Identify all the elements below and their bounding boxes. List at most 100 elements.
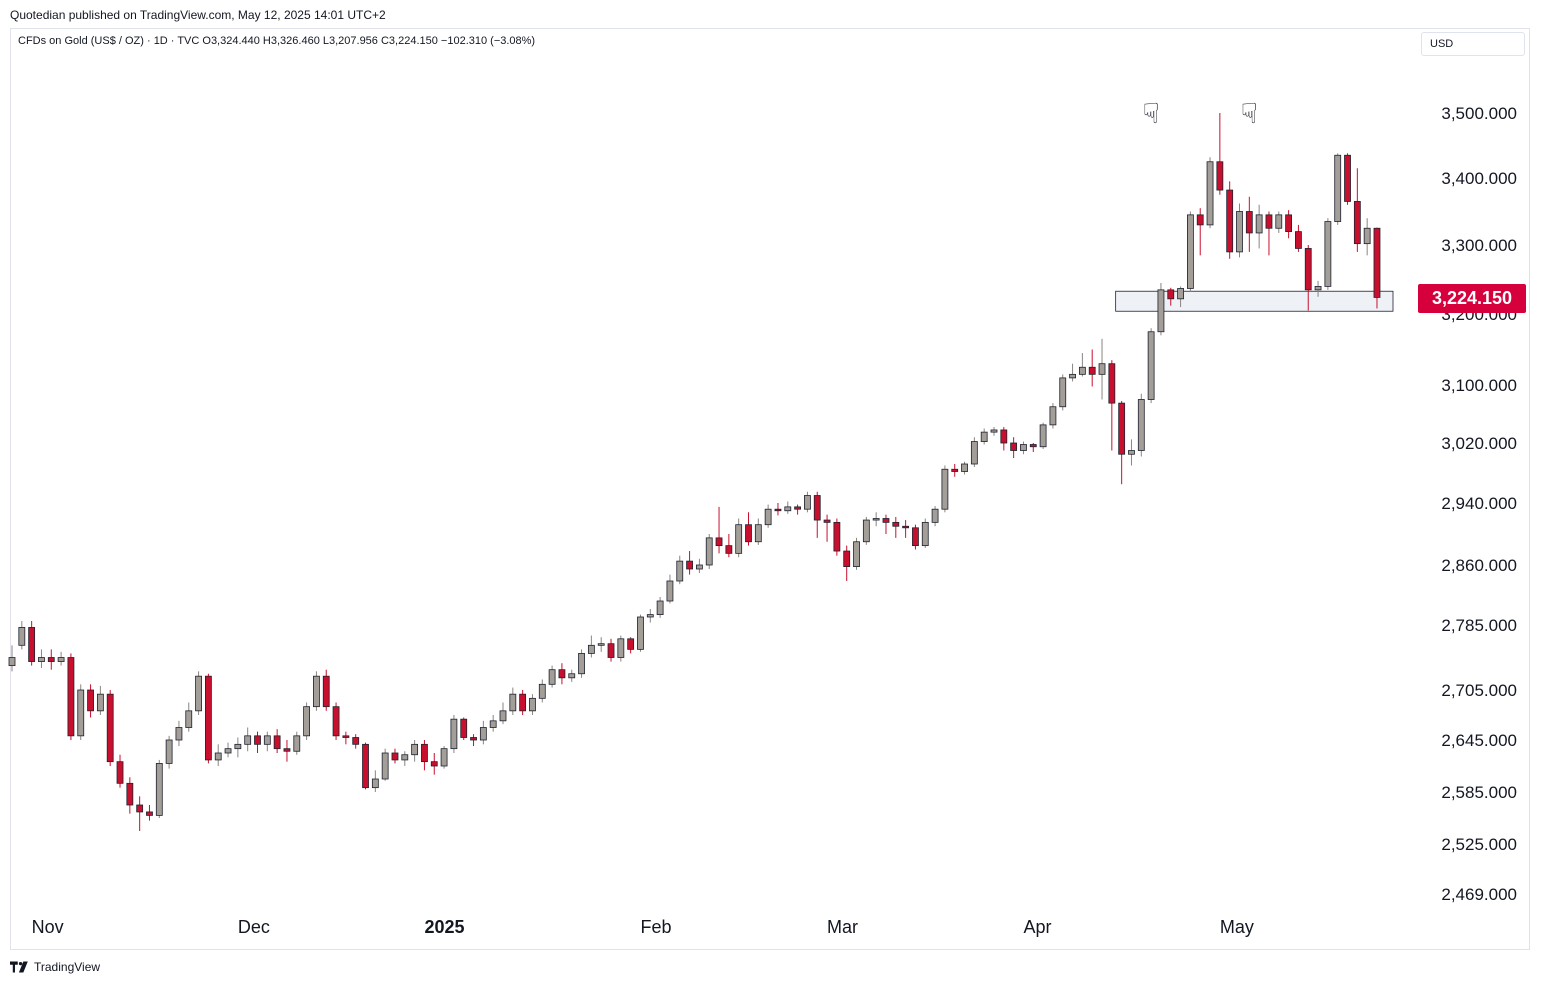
candle-body	[804, 495, 811, 510]
footer-branding[interactable]: TradingView	[10, 960, 100, 974]
candle	[1167, 287, 1175, 306]
candle-body	[833, 521, 841, 552]
candle	[696, 558, 703, 573]
candle	[1059, 374, 1067, 411]
candle	[224, 742, 232, 758]
candle	[67, 653, 75, 740]
candle	[185, 702, 193, 732]
candle	[735, 518, 743, 558]
candle-body	[509, 693, 517, 712]
candle	[263, 731, 271, 752]
candle	[1128, 439, 1135, 466]
candle-body	[1147, 331, 1155, 400]
candle	[568, 669, 576, 682]
candle-body	[470, 737, 477, 741]
tradingview-logo-icon	[10, 961, 28, 973]
candle-body	[214, 752, 222, 761]
candle-body	[313, 675, 320, 708]
candle	[548, 665, 556, 688]
candle-body	[823, 519, 831, 523]
support-zone	[1115, 290, 1394, 312]
chart-frame[interactable]	[10, 28, 1530, 950]
candle	[1353, 168, 1361, 252]
candle-body	[322, 675, 330, 708]
candle-body	[568, 673, 576, 679]
candle-body	[499, 710, 507, 722]
candle-body	[784, 506, 792, 512]
candle	[1177, 286, 1184, 308]
candle-body	[47, 657, 55, 662]
candle	[204, 673, 212, 764]
candle-body	[1059, 377, 1067, 408]
candle-body	[126, 782, 134, 806]
currency-selector[interactable]: USD	[1421, 32, 1525, 56]
pointing-hand-icon: ☟	[1241, 97, 1258, 130]
candle-body	[1187, 214, 1194, 289]
candle-body	[8, 657, 16, 667]
candle-body	[77, 689, 85, 737]
candle-body	[1245, 211, 1253, 234]
candle-body	[371, 778, 379, 789]
candle	[686, 551, 693, 575]
candle-body	[587, 644, 595, 654]
candle-body	[597, 643, 605, 646]
candle	[146, 805, 153, 821]
y-tick-label: 2,585.000	[1441, 783, 1517, 802]
candle	[754, 518, 762, 545]
x-tick-label: Dec	[238, 917, 270, 937]
candle	[371, 770, 379, 792]
candle-body	[175, 727, 183, 741]
candle	[1187, 211, 1194, 292]
x-tick-label: Apr	[1023, 917, 1051, 937]
candle-body	[342, 735, 350, 738]
candle-body	[725, 545, 733, 554]
candle	[823, 514, 831, 542]
candle	[637, 614, 644, 652]
candle	[450, 715, 458, 753]
candle	[843, 545, 851, 581]
candle	[1088, 349, 1096, 387]
candle	[980, 428, 988, 445]
candle	[165, 735, 173, 769]
candle-body	[754, 524, 762, 543]
candle	[656, 597, 664, 618]
candle-body	[96, 693, 104, 712]
candle-body	[696, 564, 703, 570]
candle	[617, 635, 625, 662]
publisher-caption: Quotedian published on TradingView.com, …	[10, 8, 386, 22]
x-tick-label: Nov	[32, 917, 64, 937]
candle-body	[951, 468, 959, 472]
candle	[529, 694, 536, 715]
candle	[1020, 441, 1027, 455]
candle-body	[1069, 373, 1076, 379]
candle-body	[1353, 201, 1361, 245]
candle	[411, 740, 419, 762]
candle-body	[843, 550, 851, 567]
candle	[1314, 280, 1322, 297]
symbol-legend[interactable]: CFDs on Gold (US$ / OZ) · 1D · TVC O3,32…	[18, 35, 536, 47]
candle	[1285, 210, 1292, 239]
candle-body	[1363, 227, 1371, 245]
candle	[47, 649, 55, 670]
candle	[391, 748, 399, 764]
candle	[1324, 218, 1332, 290]
candle-body	[676, 560, 684, 582]
candle-body	[1206, 161, 1214, 226]
candle	[401, 751, 409, 766]
candle-body	[293, 735, 301, 752]
candle-body	[1108, 363, 1116, 404]
candle	[87, 684, 94, 718]
candle	[234, 737, 242, 758]
candle	[489, 715, 497, 732]
y-tick-label: 2,645.000	[1441, 731, 1517, 750]
candle	[352, 734, 360, 749]
candle-body	[902, 525, 910, 529]
candle-body	[1295, 231, 1302, 249]
candle-body	[254, 735, 261, 745]
y-tick-label: 3,500.000	[1441, 104, 1517, 123]
candle	[1275, 211, 1283, 233]
candle-body	[578, 653, 585, 675]
candle	[214, 744, 222, 766]
candle	[892, 516, 900, 538]
